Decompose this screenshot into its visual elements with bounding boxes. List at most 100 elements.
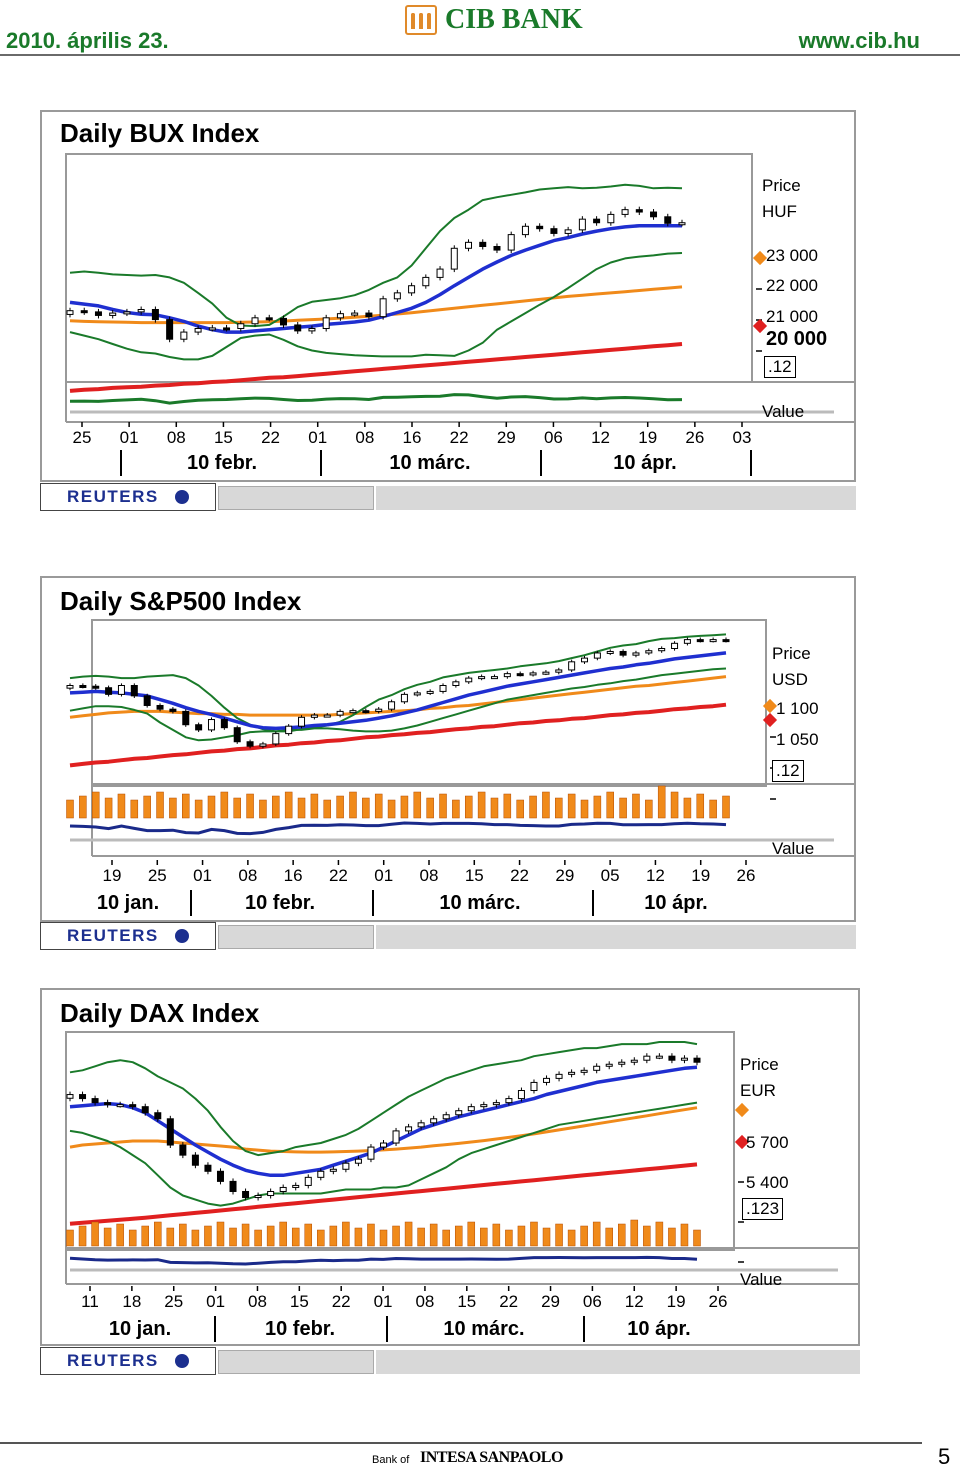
- candle-body: [154, 1112, 162, 1120]
- candle-body: [79, 1094, 87, 1100]
- volume-bar: [517, 1225, 526, 1247]
- bux-month-separator: [540, 450, 542, 476]
- candle-body: [605, 1063, 613, 1067]
- x-tick-label: 08: [247, 1292, 267, 1311]
- volume-bar: [297, 797, 306, 819]
- candle-body: [109, 312, 117, 316]
- candle-body: [229, 1180, 237, 1192]
- candle-body: [354, 1158, 362, 1164]
- sp500-month-separator: [592, 890, 594, 916]
- candle-body: [66, 310, 74, 315]
- volume-bar: [683, 797, 692, 819]
- volume-bar: [216, 1221, 225, 1247]
- volume-bar: [79, 795, 87, 819]
- volume-bar: [630, 1219, 639, 1247]
- sp500-y-tick: 1 100: [776, 699, 819, 718]
- dax-source-bar: REUTERS: [40, 1347, 860, 1375]
- candle-body: [607, 213, 615, 224]
- candle-body: [578, 218, 586, 231]
- long-ma-marker-icon: [752, 250, 768, 266]
- candle-body: [593, 1065, 601, 1071]
- candle-body: [116, 1104, 124, 1108]
- bollinger-lower-line: [69, 1101, 698, 1207]
- dax-month-separator: [214, 1316, 216, 1342]
- volume-bar: [387, 799, 396, 819]
- candle-body: [79, 685, 87, 688]
- bux-value-label: Value: [762, 402, 805, 421]
- candle-body: [678, 222, 686, 226]
- candle-body: [233, 727, 241, 743]
- candle-body: [92, 685, 100, 689]
- volume-bar: [452, 799, 460, 819]
- candle-body: [635, 209, 643, 213]
- volume-bar: [668, 1227, 676, 1247]
- candle-body: [141, 1106, 149, 1114]
- x-tick-label: 06: [543, 428, 563, 447]
- indicator-line: [69, 393, 683, 405]
- x-tick-label: 29: [541, 1292, 560, 1311]
- volume-bar: [284, 791, 293, 819]
- candle-body: [279, 1186, 287, 1192]
- candle-body: [143, 695, 151, 706]
- reuters-dots-icon: [175, 490, 189, 504]
- volume-bar: [362, 797, 370, 819]
- candle-body: [351, 312, 359, 316]
- volume-bar: [279, 1221, 287, 1247]
- website-link[interactable]: www.cib.hu: [798, 28, 920, 53]
- volume-bar: [379, 1229, 388, 1247]
- candle-body: [452, 681, 460, 687]
- x-tick-label: 01: [308, 428, 328, 447]
- volume-bar: [310, 793, 319, 819]
- candle-body: [490, 676, 498, 680]
- volume-bar: [606, 791, 614, 819]
- x-tick-label: 19: [638, 428, 658, 447]
- candle-body: [294, 324, 302, 332]
- bollinger-lower-line: [69, 252, 683, 361]
- x-tick-label: 25: [72, 428, 92, 447]
- candle-body: [413, 692, 421, 696]
- candle-body: [166, 1118, 174, 1146]
- volume-bar: [91, 1221, 99, 1247]
- x-tick-label: 26: [736, 866, 756, 885]
- x-tick-label: 08: [166, 428, 186, 447]
- volume-bar: [336, 795, 344, 819]
- dax-y-tick: 5 700: [746, 1133, 789, 1152]
- candle-body: [493, 246, 501, 251]
- x-tick-label: 16: [402, 428, 422, 447]
- volume-bar: [454, 1225, 463, 1247]
- x-tick-label: 22: [261, 428, 281, 447]
- candle-body: [223, 327, 231, 331]
- bux-chart-plot: [65, 153, 854, 427]
- candle-body: [480, 1104, 488, 1108]
- volume-bar: [592, 1221, 601, 1247]
- toolbar-strip: [376, 1350, 860, 1374]
- trend-ma-marker-icon: [762, 712, 778, 728]
- dax-month-label: 10 jan.: [108, 1318, 172, 1340]
- cib-bank-logo: CIB BANK: [405, 2, 595, 38]
- volume-bar: [655, 1221, 664, 1247]
- candle-body: [130, 685, 138, 697]
- volume-bar: [505, 1229, 513, 1247]
- candle-body: [285, 725, 293, 735]
- candle-body: [246, 741, 254, 747]
- candle-body: [349, 710, 357, 714]
- volume-bar: [670, 791, 679, 819]
- candle-body: [179, 1144, 187, 1156]
- volume-bar: [490, 797, 499, 819]
- candle-body: [317, 1170, 325, 1178]
- candle-body: [465, 241, 473, 249]
- volume-bar: [480, 1227, 488, 1247]
- volume-bar: [542, 1227, 551, 1247]
- candle-body: [722, 639, 730, 643]
- candle-body: [267, 1190, 275, 1197]
- volume-bar: [179, 1223, 187, 1247]
- x-tick-label: 15: [289, 1292, 309, 1311]
- dax-month-label: 10 márc.: [443, 1318, 525, 1340]
- volume-bar: [182, 793, 190, 819]
- volume-bar: [632, 793, 640, 819]
- volume-bar: [555, 797, 563, 819]
- sp500-chart-title: Daily S&P500 Index: [60, 586, 302, 616]
- volume-bar: [580, 1225, 588, 1247]
- candle-body: [123, 311, 131, 315]
- candle-body: [645, 650, 653, 654]
